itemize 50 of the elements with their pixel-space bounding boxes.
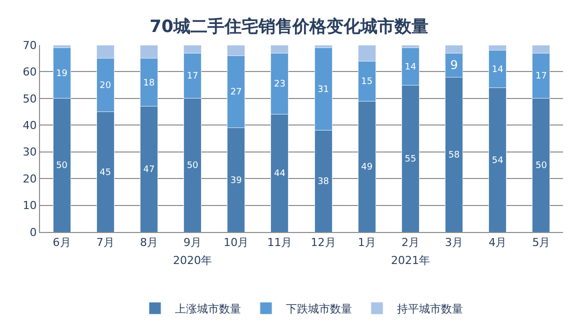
y-tick-label: 70 xyxy=(22,38,37,52)
data-label: 15 xyxy=(361,77,373,88)
data-label: 39 xyxy=(230,176,242,186)
x-tick-label: 4月 xyxy=(488,236,507,250)
data-label: 58 xyxy=(448,150,460,161)
legend-label: 上涨城市数量 xyxy=(175,302,241,316)
x-tick-label: 5月 xyxy=(532,236,550,250)
text: 2020年 xyxy=(173,254,212,267)
legend-label: 持平城市数量 xyxy=(397,302,463,316)
data-label: 17 xyxy=(536,72,547,82)
data-label: 18 xyxy=(143,78,155,88)
data-label: 50 xyxy=(536,161,548,172)
y-tick-label: 60 xyxy=(22,66,37,79)
x-tick-label: 9月 xyxy=(184,236,202,250)
x-tick-label: 10月 xyxy=(224,236,249,250)
data-label: 38 xyxy=(318,177,330,188)
data-label: 17 xyxy=(186,72,198,82)
x-tick-label: 7月 xyxy=(96,236,114,250)
data-label: 31 xyxy=(318,85,330,96)
x-tick-label: 12月 xyxy=(310,236,336,250)
data-label: 20 xyxy=(100,81,112,92)
x-tick-label: 3月 xyxy=(445,236,464,250)
data-label: 50 xyxy=(186,161,199,172)
data-label: 14 xyxy=(404,62,416,72)
x-tick-label: 1月 xyxy=(358,236,376,250)
x-tick-label: 6月 xyxy=(52,236,71,250)
data-label: 27 xyxy=(230,88,242,98)
x-tick-label: 2月 xyxy=(401,236,420,250)
data-label: 45 xyxy=(100,168,112,178)
data-label: 55 xyxy=(404,154,416,165)
y-tick-label: 30 xyxy=(22,146,37,159)
data-label: 54 xyxy=(492,156,504,166)
y-tick-label: 40 xyxy=(22,118,37,132)
data-label: 49 xyxy=(361,162,373,173)
y-tick-label: 0 xyxy=(30,226,37,239)
data-label: 47 xyxy=(143,165,155,176)
data-label: 19 xyxy=(56,69,68,80)
data-label: 44 xyxy=(274,169,286,180)
y-tick-label: 10 xyxy=(22,199,37,212)
text: 2021年 xyxy=(391,254,430,267)
x-tick-label: 11月 xyxy=(267,236,292,250)
data-label: 14 xyxy=(492,65,504,76)
data-label: 23 xyxy=(274,80,286,90)
y-tick-label: 20 xyxy=(22,172,37,186)
y-tick-label: 50 xyxy=(22,92,37,106)
x-tick-label: 8月 xyxy=(140,236,158,250)
data-label: 9 xyxy=(450,58,458,72)
data-label: 50 xyxy=(56,161,68,172)
chart-title: 70城二手住宅销售价格变化城市数量 xyxy=(150,17,428,37)
legend-label: 下跌城市数量 xyxy=(286,302,352,316)
